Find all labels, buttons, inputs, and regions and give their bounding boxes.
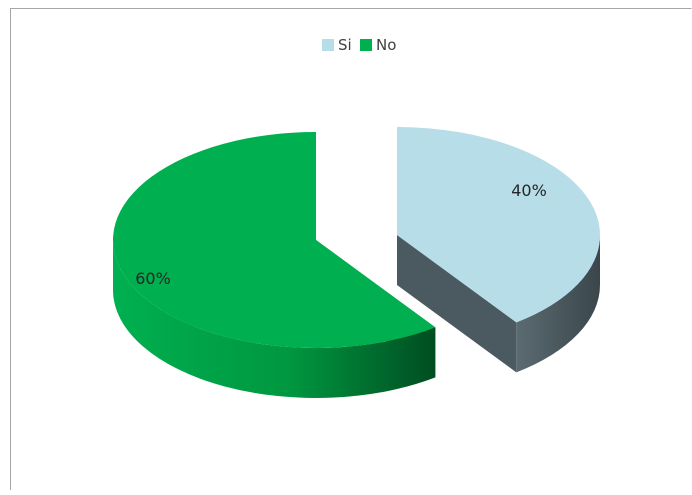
pie-slice-no — [112, 132, 436, 398]
legend: Si No — [322, 36, 396, 54]
data-label-no: 60% — [135, 269, 171, 288]
pie-slice-no-top — [112, 132, 436, 348]
pie-slice-si-top — [397, 127, 600, 323]
data-label-si: 40% — [511, 181, 547, 200]
pie-slice-si — [397, 127, 600, 373]
legend-label-si: Si — [338, 36, 352, 54]
pie-slice-no-side — [112, 240, 436, 398]
legend-swatch-si — [322, 39, 334, 51]
chart-border — [10, 8, 692, 490]
legend-label-no: No — [376, 36, 396, 54]
pie-slice-si-side — [516, 235, 600, 373]
legend-swatch-no — [360, 39, 372, 51]
pie-slice-si-inner-wall — [397, 235, 517, 373]
pie-slices — [112, 127, 600, 398]
